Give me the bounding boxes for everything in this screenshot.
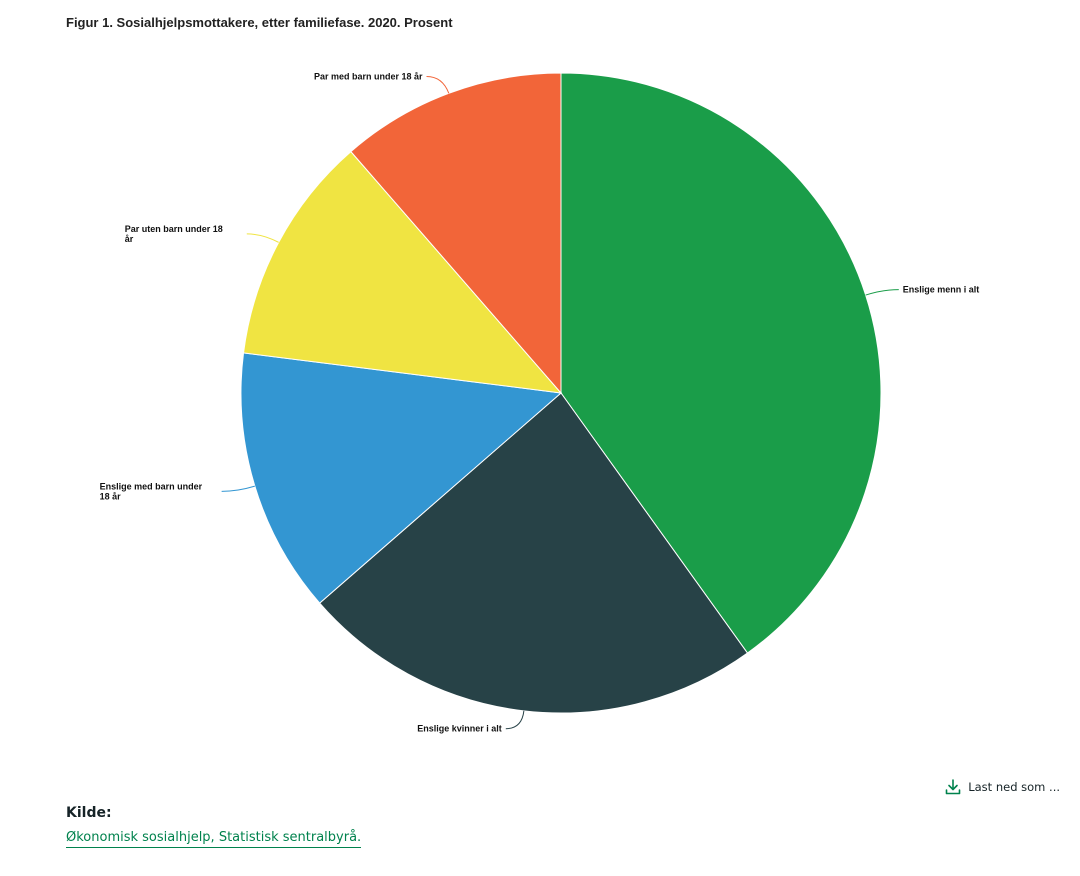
download-icon — [945, 779, 961, 795]
pie-slice-enslige-med-barn-under-18-r[interactable] — [240, 352, 563, 604]
pie-slice-enslige-kvinner-i-alt[interactable] — [318, 392, 749, 714]
chart-title: Figur 1. Sosialhjelpsmottakere, etter fa… — [66, 15, 453, 30]
pie-slice-enslige-menn-i-alt[interactable] — [560, 72, 882, 654]
pie-connector-enslige-kvinner-i-alt — [505, 710, 525, 730]
download-label: Last ned som ... — [968, 780, 1060, 794]
pie-label-enslige-med-barn-under-18-r: Enslige med barn under 18 år — [100, 481, 203, 501]
pie-chart: Enslige menn i alt Enslige kvinner i alt E… — [100, 71, 980, 733]
pie-connector-enslige-med-barn-under-18-r — [221, 485, 255, 492]
pie-connector-par-med-barn-under-18-r — [426, 75, 450, 94]
source-link[interactable]: Økonomisk sosialhjelp, Statistisk sentra… — [66, 830, 362, 848]
pie-connector-enslige-menn-i-alt — [865, 289, 899, 296]
download-button[interactable]: Last ned som ... — [944, 778, 1060, 796]
pie-labels: Enslige menn i alt Enslige kvinner i alt E… — [100, 71, 980, 733]
pie-slice-par-med-barn-under-18-r[interactable] — [350, 72, 562, 395]
pie-label-par-uten-barn-under-18-r: Par uten barn under 18 år — [125, 224, 223, 244]
pie-slice-par-uten-barn-under-18-r[interactable] — [242, 150, 563, 394]
pie-connector-par-uten-barn-under-18-r — [246, 233, 279, 243]
pie-label-enslige-menn-i-alt: Enslige menn i alt — [903, 285, 980, 295]
pie-slices — [240, 72, 882, 714]
pie-label-par-med-barn-under-18-r: Par med barn under 18 år — [314, 71, 423, 81]
pie-label-enslige-kvinner-i-alt: Enslige kvinner i alt — [417, 724, 502, 734]
source-heading: Kilde: — [66, 805, 112, 821]
pie-connectors — [221, 75, 899, 730]
